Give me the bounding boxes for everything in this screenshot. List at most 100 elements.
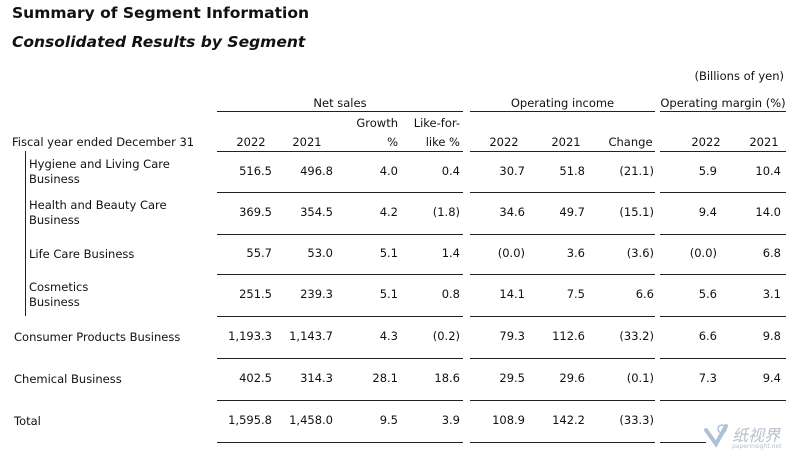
cell-like-for-like: 18.6 bbox=[434, 371, 460, 385]
cell-op-income-2022: 29.5 bbox=[499, 371, 525, 385]
page-title: Summary of Segment Information bbox=[12, 4, 310, 22]
watermark-subtext: paperinsight.net bbox=[732, 443, 782, 450]
cell-like-for-like: 0.8 bbox=[441, 287, 460, 301]
watermark: 纸视界 paperinsight.net bbox=[702, 420, 797, 454]
cell-op-income-2021: 49.7 bbox=[559, 205, 585, 219]
cell-op-income-change: 6.6 bbox=[635, 287, 654, 301]
row-label-line: Health and Beauty Care bbox=[29, 198, 167, 212]
cell-net-sales-2021: 496.8 bbox=[300, 163, 333, 178]
col-op-income-2022: 2022 bbox=[489, 135, 519, 149]
row-rule bbox=[217, 234, 463, 235]
row-label-line: Hygiene and Living Care bbox=[29, 156, 170, 171]
cell-op-income-2021: 7.5 bbox=[566, 287, 585, 301]
cell-op-margin-2022: 5.9 bbox=[698, 163, 717, 178]
cell-op-margin-2021: 3.1 bbox=[762, 287, 781, 301]
cell-net-sales-2021: 53.0 bbox=[307, 246, 333, 260]
row-rule bbox=[660, 234, 786, 235]
cell-net-sales-2021: 1,143.7 bbox=[289, 329, 333, 343]
table-bottom-rule bbox=[217, 442, 463, 443]
unit-label: (Billions of yen) bbox=[694, 69, 784, 83]
watermark-logo-icon bbox=[704, 424, 728, 448]
row-label-line: Consumer Products Business bbox=[14, 329, 181, 344]
row-rule bbox=[470, 400, 655, 401]
table-bottom-rule bbox=[470, 442, 655, 443]
fiscal-year-label: Fiscal year ended December 31 bbox=[12, 135, 195, 149]
cell-net-sales-2022: 402.5 bbox=[239, 371, 272, 385]
row-label-line: Cosmetics bbox=[29, 280, 89, 294]
cell-op-income-change: (0.1) bbox=[626, 371, 654, 385]
group-operating-margin: Operating margin (%) bbox=[660, 96, 786, 110]
header-rule-net-sales bbox=[217, 151, 463, 152]
cell-op-income-change: (33.3) bbox=[619, 413, 654, 427]
table-bottom-rule bbox=[660, 442, 706, 443]
cell-op-income-2022: 14.1 bbox=[499, 287, 525, 301]
row-label: Hygiene and Living Care Business bbox=[29, 157, 170, 187]
cell-op-income-2022: 108.9 bbox=[492, 413, 525, 427]
cell-op-income-change: (3.6) bbox=[626, 246, 654, 260]
row-label: Chemical Business bbox=[14, 372, 122, 387]
row-rule bbox=[660, 358, 786, 359]
row-label: Life Care Business bbox=[29, 247, 134, 262]
cell-growth: 4.3 bbox=[379, 329, 398, 343]
col-lfl-line2: like % bbox=[425, 135, 460, 149]
cell-op-income-change: (15.1) bbox=[619, 205, 654, 219]
col-net-sales-2022: 2022 bbox=[236, 135, 266, 149]
cell-net-sales-2022: 1,193.3 bbox=[228, 329, 272, 343]
cell-op-margin-2021: 6.8 bbox=[762, 246, 781, 260]
cell-net-sales-2021: 239.3 bbox=[300, 287, 333, 301]
cell-like-for-like: 1.4 bbox=[441, 246, 460, 260]
row-rule bbox=[660, 400, 786, 401]
col-growth-line1: Growth bbox=[356, 116, 398, 130]
row-rule bbox=[470, 316, 655, 317]
row-label-line: Life Care Business bbox=[29, 246, 135, 261]
cell-op-margin-2022: 9.4 bbox=[698, 205, 717, 219]
watermark-text: 纸视界 bbox=[732, 426, 781, 445]
cell-op-margin-2021: 9.8 bbox=[762, 329, 781, 343]
cell-op-income-2022: (0.0) bbox=[497, 246, 525, 260]
row-rule bbox=[660, 192, 786, 193]
cell-net-sales-2021: 314.3 bbox=[300, 371, 333, 385]
row-rule bbox=[470, 192, 655, 193]
cell-net-sales-2021: 354.5 bbox=[300, 205, 333, 219]
cell-op-income-change: (33.2) bbox=[619, 329, 654, 343]
cell-net-sales-2022: 369.5 bbox=[239, 205, 272, 219]
cell-op-margin-2022: 6.6 bbox=[698, 329, 717, 343]
cell-net-sales-2022: 251.5 bbox=[239, 287, 272, 301]
cell-op-income-2022: 34.6 bbox=[499, 205, 525, 219]
col-lfl-line1: Like-for- bbox=[413, 116, 460, 130]
cell-op-margin-2021: 10.4 bbox=[755, 163, 781, 178]
row-rule bbox=[217, 274, 463, 275]
col-op-income-change: Change bbox=[608, 135, 653, 149]
group-operating-income: Operating income bbox=[510, 96, 615, 110]
cell-op-income-2021: 142.2 bbox=[552, 413, 585, 427]
cell-op-income-2022: 79.3 bbox=[499, 329, 525, 343]
cell-growth: 4.2 bbox=[379, 205, 398, 219]
cell-growth: 5.1 bbox=[379, 246, 398, 260]
col-op-margin-2022: 2022 bbox=[691, 135, 721, 149]
row-rule bbox=[217, 192, 463, 193]
row-label-line: Business bbox=[29, 171, 80, 186]
cell-growth: 28.1 bbox=[372, 371, 398, 385]
row-label-line: Total bbox=[14, 413, 41, 428]
row-label-line: Business bbox=[29, 295, 80, 309]
cell-net-sales-2021: 1,458.0 bbox=[289, 413, 333, 427]
cell-growth: 4.0 bbox=[379, 163, 398, 178]
cell-op-income-2021: 112.6 bbox=[552, 329, 585, 343]
header-rule-operating-margin bbox=[660, 151, 786, 152]
header-rule-operating-income bbox=[470, 151, 655, 152]
row-rule bbox=[470, 274, 655, 275]
row-label: Consumer Products Business bbox=[14, 330, 180, 345]
col-op-margin-2021: 2021 bbox=[749, 135, 779, 149]
cell-net-sales-2022: 1,595.8 bbox=[228, 413, 272, 427]
cell-op-margin-2022: (0.0) bbox=[689, 246, 717, 260]
col-op-income-2021: 2021 bbox=[551, 135, 581, 149]
row-rule bbox=[470, 358, 655, 359]
group-rule-operating-margin bbox=[660, 111, 786, 112]
group-rule-operating-income bbox=[470, 111, 655, 112]
cell-op-income-2021: 3.6 bbox=[566, 246, 585, 260]
cell-op-margin-2022: 5.6 bbox=[698, 287, 717, 301]
row-label-line: Chemical Business bbox=[14, 371, 122, 386]
cell-net-sales-2022: 55.7 bbox=[246, 246, 272, 260]
cell-op-margin-2022: 7.3 bbox=[698, 371, 717, 385]
cell-op-income-2021: 29.6 bbox=[559, 371, 585, 385]
